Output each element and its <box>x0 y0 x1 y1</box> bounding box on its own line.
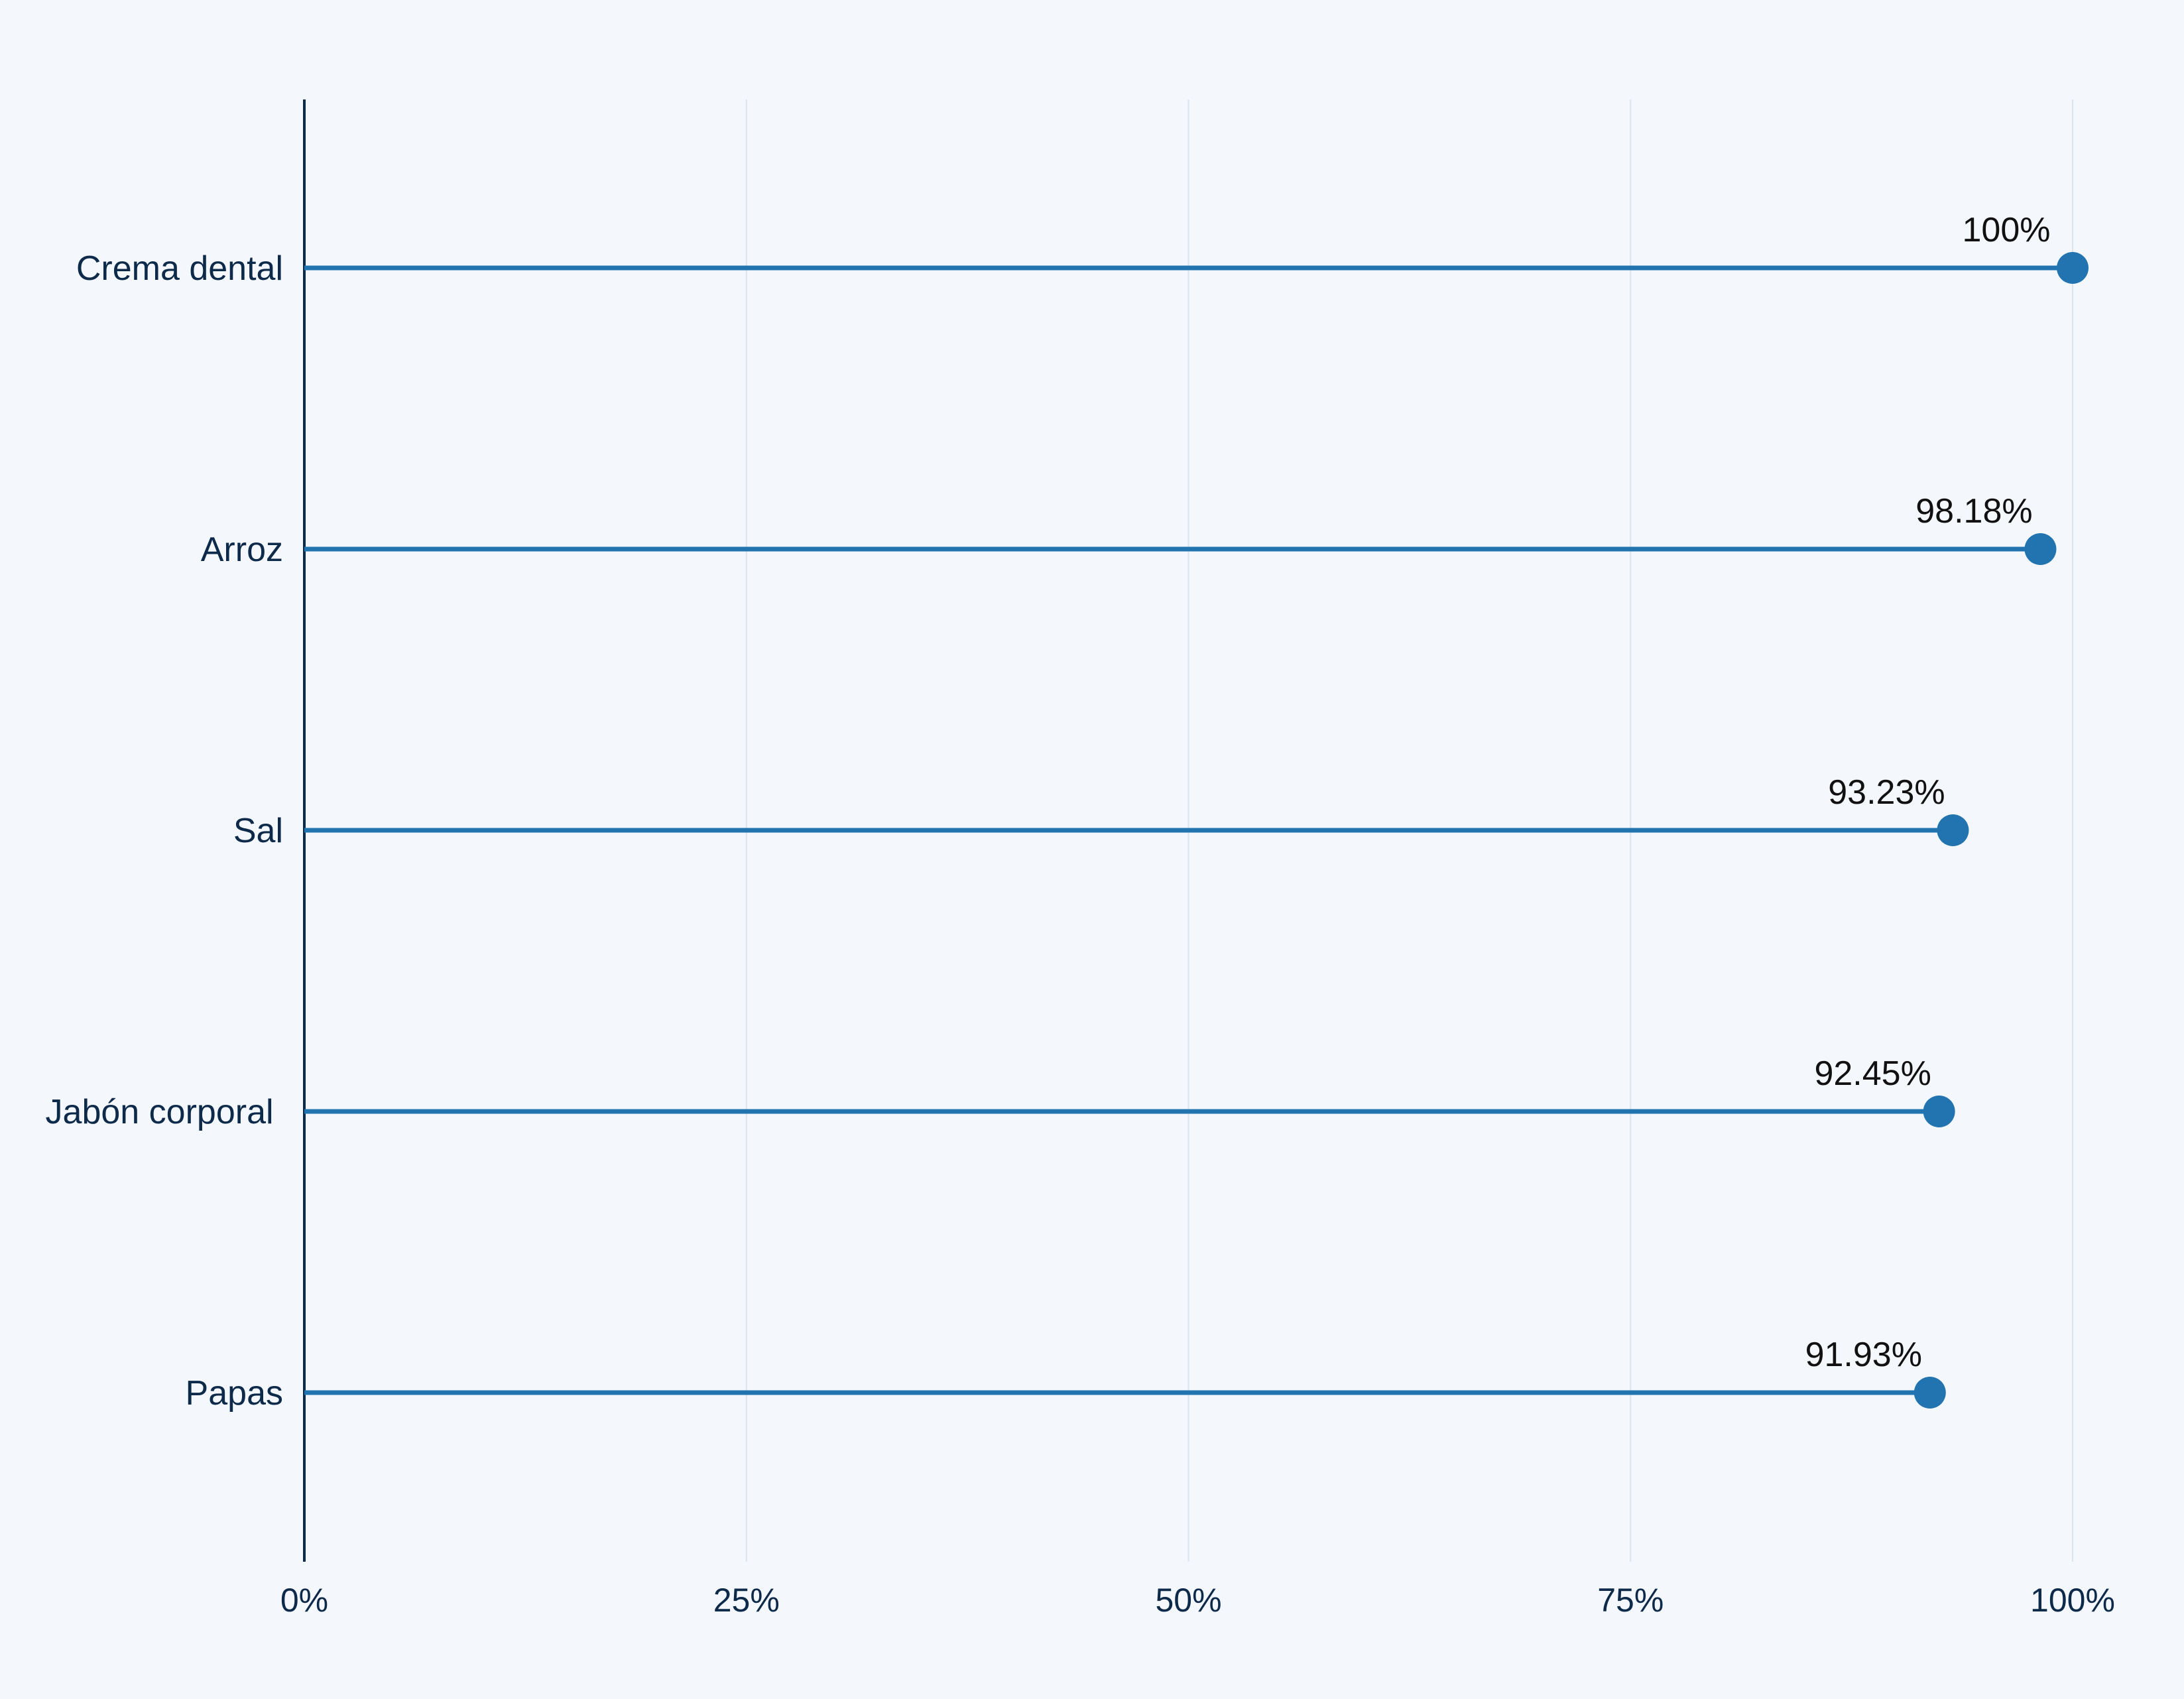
lollipop-marks: 100% 98.18% 93.23% 92.45% 91.93% <box>304 211 2089 1409</box>
lollipop-dot <box>1923 1096 1955 1127</box>
category-label: Jabón corporal <box>46 1093 283 1131</box>
data-label: 92.45% <box>1814 1054 1931 1093</box>
category-label: Crema dental <box>76 249 283 288</box>
lollipop-dot <box>1937 814 1969 846</box>
lollipop-dot <box>2057 252 2089 284</box>
x-tick-label: 75% <box>1597 1582 1664 1619</box>
x-tick-label: 0% <box>280 1582 328 1619</box>
data-label: 91.93% <box>1805 1336 1922 1374</box>
x-tick-label: 50% <box>1155 1582 1221 1619</box>
data-label: 100% <box>1963 211 2051 249</box>
data-label: 98.18% <box>1915 492 2032 531</box>
x-tick-label: 100% <box>2030 1582 2115 1619</box>
lollipop-dot <box>2024 533 2057 565</box>
category-label: Sal <box>233 812 283 850</box>
lollipop-dot <box>1913 1377 1946 1409</box>
category-labels: Crema dental Arroz Sal Jabón corporal Papas <box>46 249 283 1413</box>
data-label: 93.23% <box>1828 773 1945 812</box>
x-axis-ticks: 0% 25% 50% 75% 100% <box>280 1582 2115 1619</box>
category-label: Arroz <box>201 531 283 569</box>
category-label: Papas <box>186 1374 283 1413</box>
x-tick-label: 25% <box>713 1582 780 1619</box>
